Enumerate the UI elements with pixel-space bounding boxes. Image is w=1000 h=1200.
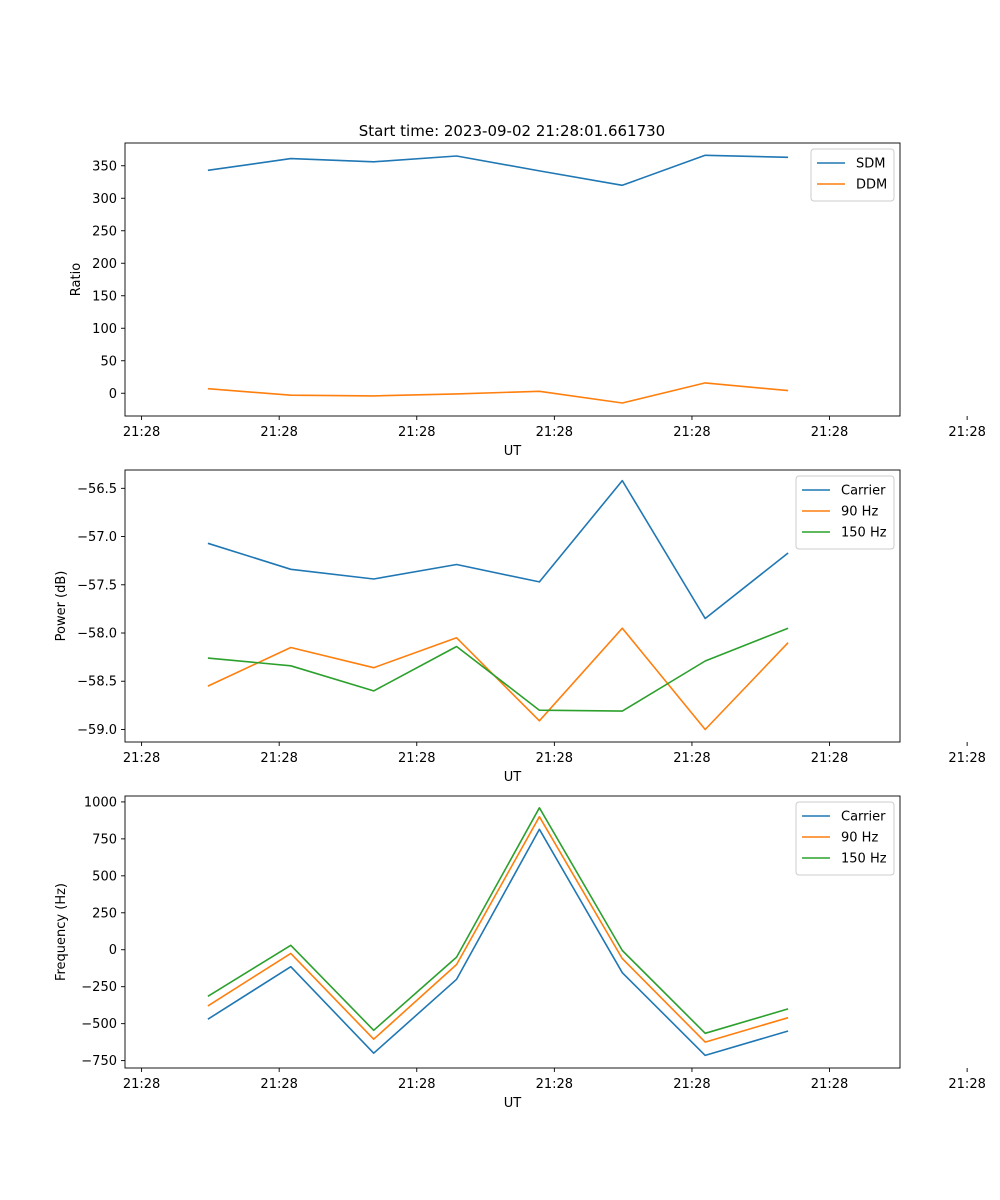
x-axis-label: UT	[504, 444, 522, 459]
x-tick-label: 21:28	[811, 425, 848, 440]
legend-label: 150 Hz	[841, 526, 887, 541]
y-tick-label: 250	[92, 224, 117, 239]
x-tick-label: 21:28	[673, 751, 710, 766]
series-line-90-hz	[207, 815, 789, 1043]
series-line-carrier	[207, 828, 789, 1057]
y-tick-label: 250	[92, 906, 117, 921]
x-tick-label: 21:28	[260, 425, 297, 440]
panel-2: 21:28 21:28 21:28 21:28 21:28 21:28 21:28 −59.0…	[54, 469, 986, 785]
series-line-150-hz	[207, 627, 789, 712]
legend-label: Carrier	[841, 484, 886, 499]
y-tick-label: −56.5	[77, 482, 117, 497]
y-tick-label: −59.0	[77, 723, 117, 738]
y-tick-label: 750	[92, 832, 117, 847]
y-tick-label: −57.5	[77, 578, 117, 593]
y-tick-label: −250	[81, 980, 117, 995]
x-tick-label: 21:28	[398, 425, 435, 440]
y-tick-label: 50	[100, 354, 117, 369]
x-tick-label: 21:28	[948, 425, 985, 440]
axes-frame	[124, 142, 901, 417]
x-tick-label: 21:28	[536, 425, 573, 440]
x-tick-label: 21:28	[948, 1077, 985, 1092]
x-tick-label: 21:28	[123, 751, 160, 766]
legend-label: 90 Hz	[841, 831, 878, 846]
series-line-carrier	[207, 479, 789, 620]
y-axis-label: Power (dB)	[54, 571, 69, 642]
axes-frame	[124, 795, 901, 1069]
x-tick-label: 21:28	[811, 751, 848, 766]
x-tick-label: 21:28	[811, 1077, 848, 1092]
legend-label: SDM	[856, 157, 885, 172]
y-tick-label: −58.0	[77, 627, 117, 642]
y-tick-label: 100	[92, 322, 117, 337]
y-tick-label: 1000	[84, 795, 117, 810]
legend	[795, 801, 895, 876]
x-tick-label: 21:28	[260, 1077, 297, 1092]
y-tick-label: 300	[92, 192, 117, 207]
legend-label: Carrier	[841, 810, 886, 825]
x-tick-label: 21:28	[948, 751, 985, 766]
x-tick-label: 21:28	[673, 1077, 710, 1092]
x-axis-label: UT	[504, 770, 522, 785]
x-axis-label: UT	[504, 1096, 522, 1111]
y-tick-label: −58.5	[77, 675, 117, 690]
x-tick-label: 21:28	[123, 425, 160, 440]
legend	[795, 475, 895, 550]
y-tick-label: 150	[92, 289, 117, 304]
y-tick-label: 500	[92, 869, 117, 884]
series-line-sdm	[207, 154, 789, 187]
y-tick-label: −500	[81, 1017, 117, 1032]
x-tick-label: 21:28	[260, 751, 297, 766]
x-tick-label: 21:28	[536, 751, 573, 766]
x-tick-label: 21:28	[673, 425, 710, 440]
legend	[810, 148, 895, 202]
y-tick-label: 200	[92, 257, 117, 272]
x-tick-label: 21:28	[123, 1077, 160, 1092]
y-tick-label: −750	[81, 1054, 117, 1069]
legend-label: DDM	[856, 178, 887, 193]
panel-3: 21:28 21:28 21:28 21:28 21:28 21:28 21:28 −750 −…	[54, 795, 986, 1111]
series-line-ddm	[207, 382, 789, 404]
legend-label: 150 Hz	[841, 852, 887, 867]
panel-1: 21:28 21:28 21:28 21:28 21:28 21:28 21:28 0 50 10…	[69, 142, 986, 459]
y-tick-label: −57.0	[77, 530, 117, 545]
figure-title: Start time: 2023-09-02 21:28:01.661730	[359, 122, 665, 140]
x-tick-label: 21:28	[536, 1077, 573, 1092]
axes-frame	[124, 469, 901, 743]
x-tick-label: 21:28	[398, 751, 435, 766]
y-tick-label: 350	[92, 159, 117, 174]
series-line-150-hz	[207, 806, 789, 1035]
legend-label: 90 Hz	[841, 505, 878, 520]
x-tick-label: 21:28	[398, 1077, 435, 1092]
y-tick-label: 0	[109, 387, 117, 402]
y-axis-label: Frequency (Hz)	[54, 883, 69, 981]
y-axis-label: Ratio	[69, 263, 84, 296]
y-tick-label: 0	[109, 943, 117, 958]
